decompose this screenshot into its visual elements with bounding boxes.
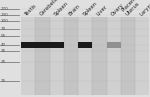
Text: Liver: Liver: [96, 4, 109, 17]
Text: Brain: Brain: [67, 3, 81, 17]
Text: Ovary: Ovary: [110, 2, 125, 17]
Bar: [35, 17, 50, 95]
Bar: [21, 17, 35, 95]
Text: Spleen: Spleen: [53, 1, 69, 17]
Text: 55: 55: [1, 34, 6, 38]
Bar: [21, 42, 35, 48]
Bar: [106, 42, 121, 48]
Bar: [78, 42, 92, 48]
Bar: [35, 42, 50, 48]
Text: 25: 25: [1, 60, 6, 64]
Text: Spleen: Spleen: [82, 1, 98, 17]
Bar: [106, 17, 121, 95]
Text: 70: 70: [1, 27, 6, 31]
Text: 170: 170: [1, 7, 9, 11]
Text: Cerebellum: Cerebellum: [39, 0, 64, 17]
Bar: [121, 17, 135, 95]
Bar: [92, 17, 106, 95]
Text: 100: 100: [1, 19, 9, 23]
Bar: [64, 17, 78, 95]
Text: Larynx: Larynx: [139, 1, 150, 17]
Text: 40: 40: [1, 43, 6, 47]
Text: Testis: Testis: [25, 3, 39, 17]
Text: 130: 130: [1, 13, 9, 17]
Text: Placenta
Uterus: Placenta Uterus: [120, 0, 144, 17]
Bar: [78, 17, 92, 95]
Bar: [135, 17, 149, 95]
Bar: [50, 17, 64, 95]
Text: 35: 35: [1, 49, 6, 53]
Bar: [50, 42, 64, 48]
Text: 15: 15: [1, 79, 6, 83]
